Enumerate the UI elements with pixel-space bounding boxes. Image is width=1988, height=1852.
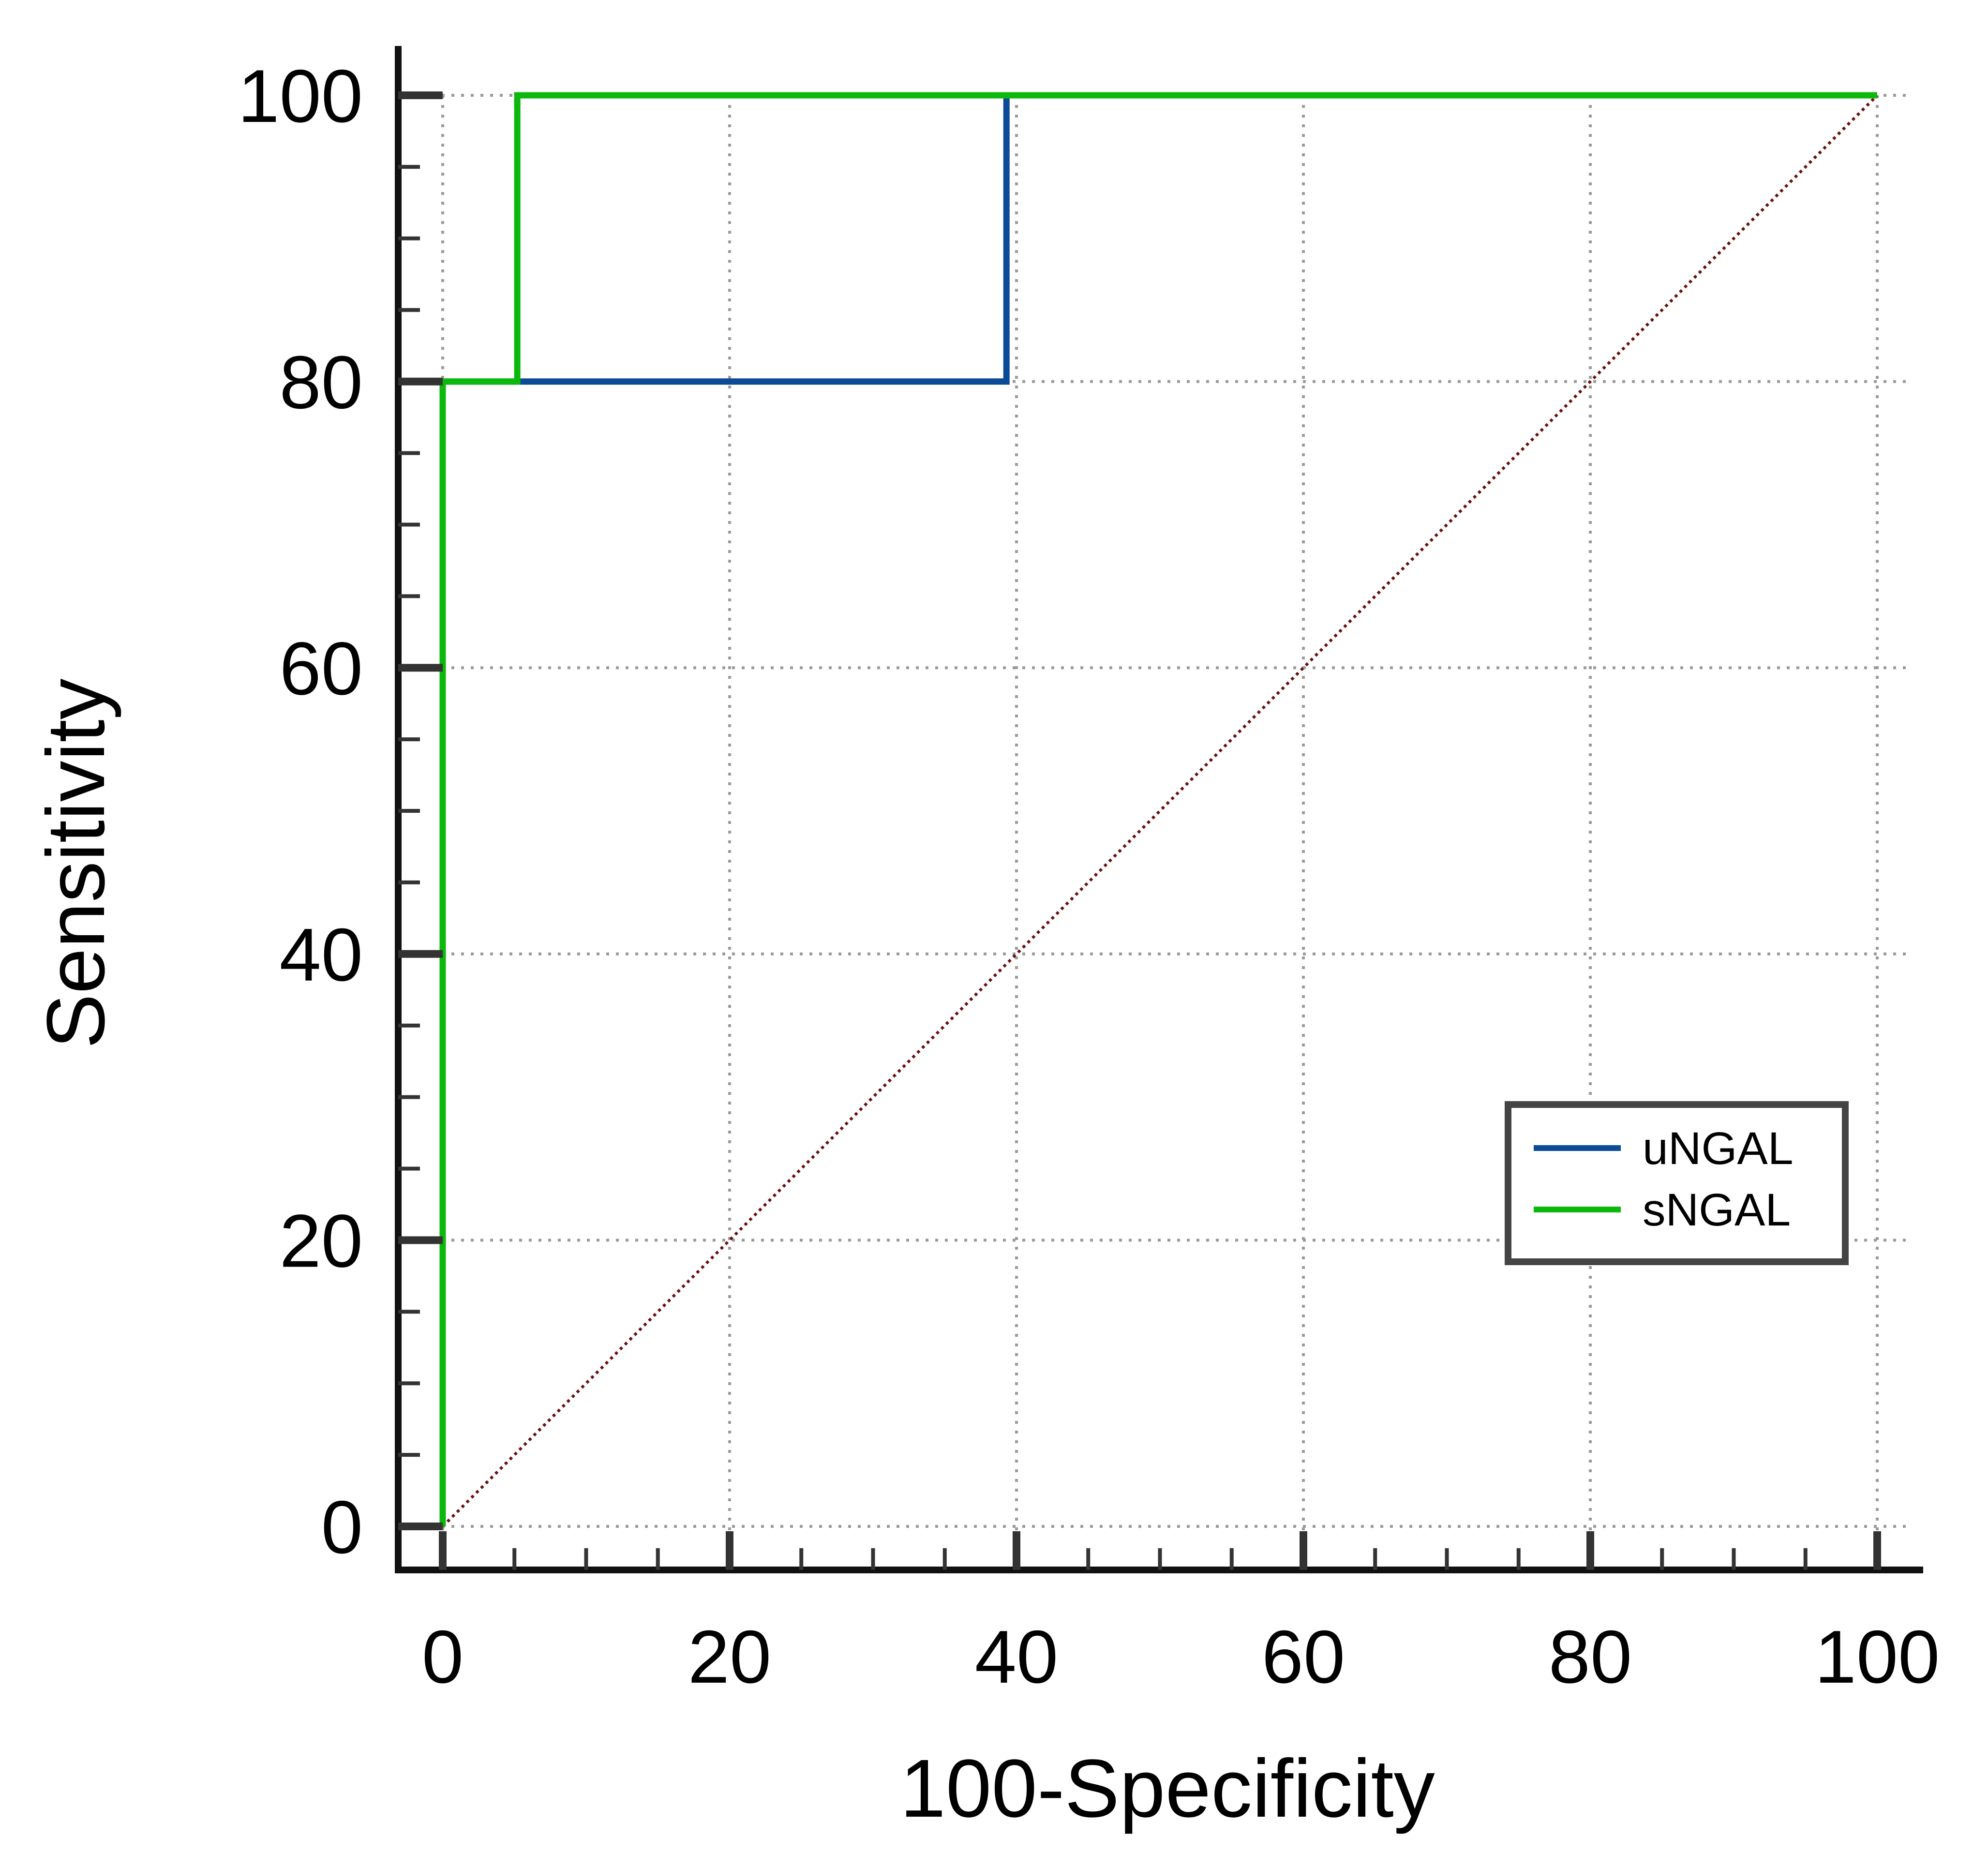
legend-label-sngal: sNGAL bbox=[1643, 1184, 1791, 1236]
legend: uNGAL sNGAL bbox=[1505, 1101, 1849, 1265]
x-tick-label-40: 40 bbox=[975, 1615, 1058, 1699]
series-line-sngal bbox=[439, 92, 1877, 1526]
x-tick-label-20: 20 bbox=[688, 1615, 771, 1699]
tick-labels: 0 20 40 60 80 100 0 20 40 60 80 100 bbox=[238, 54, 1940, 1699]
grid bbox=[413, 94, 1911, 1536]
x-tick-label-100: 100 bbox=[1815, 1615, 1940, 1699]
axes bbox=[395, 46, 1923, 1573]
y-tick-label-20: 20 bbox=[280, 1199, 363, 1283]
series-layer bbox=[439, 92, 1877, 1526]
y-tick-label-0: 0 bbox=[321, 1485, 363, 1569]
reference-diagonal bbox=[441, 94, 1879, 1528]
legend-label-ungal: uNGAL bbox=[1643, 1123, 1794, 1174]
reference-diagonal-layer bbox=[441, 94, 1879, 1528]
x-tick-label-60: 60 bbox=[1262, 1615, 1345, 1699]
y-tick-label-60: 60 bbox=[280, 627, 363, 710]
y-tick-label-100: 100 bbox=[238, 54, 363, 138]
y-axis-title: Sensitivity bbox=[30, 678, 122, 1048]
x-tick-label-0: 0 bbox=[422, 1615, 463, 1699]
x-tick-label-80: 80 bbox=[1549, 1615, 1632, 1699]
x-axis-title: 100-Specificity bbox=[900, 1743, 1435, 1835]
legend-box bbox=[1505, 1101, 1849, 1265]
y-tick-label-40: 40 bbox=[280, 913, 363, 997]
y-tick-label-80: 80 bbox=[280, 341, 363, 424]
